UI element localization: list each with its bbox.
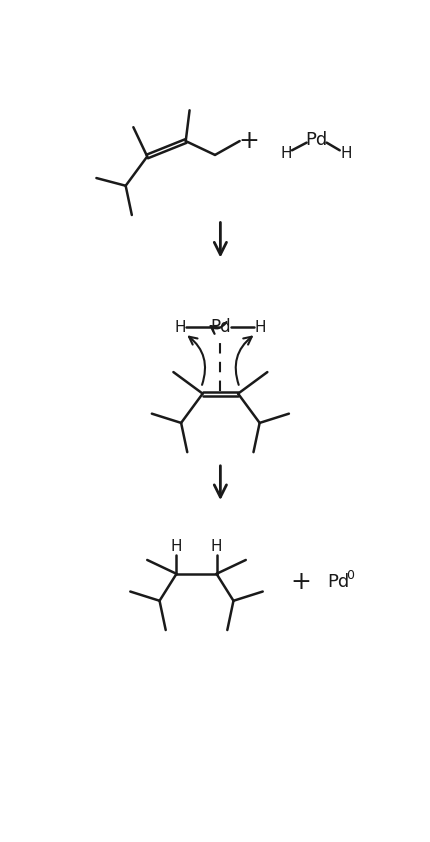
- Text: H: H: [175, 320, 186, 335]
- Text: Pd: Pd: [305, 131, 328, 148]
- Text: H: H: [171, 539, 182, 553]
- Text: H: H: [211, 539, 222, 553]
- Text: H: H: [255, 320, 266, 335]
- Text: 0: 0: [347, 569, 354, 582]
- Text: Pd: Pd: [327, 573, 349, 590]
- Text: Pd: Pd: [210, 318, 230, 337]
- Text: +: +: [238, 129, 259, 153]
- Text: +: +: [291, 569, 312, 594]
- Text: H: H: [340, 146, 352, 161]
- Text: H: H: [280, 146, 292, 161]
